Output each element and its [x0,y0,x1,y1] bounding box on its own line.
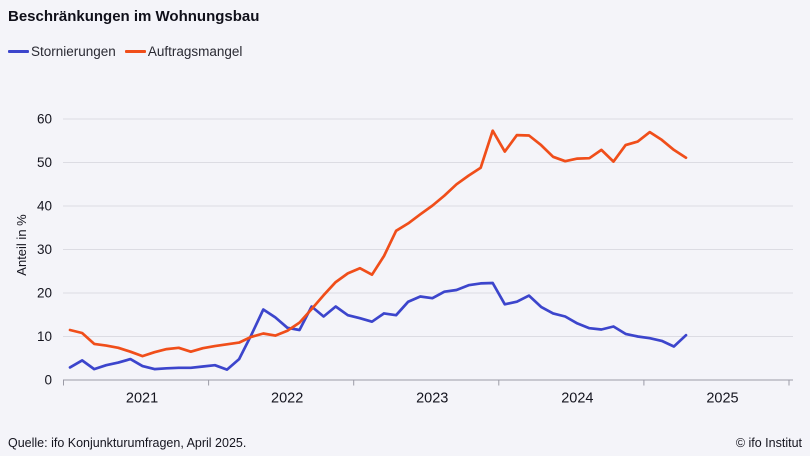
x-tick-label: 2025 [706,391,738,407]
x-tick-label: 2023 [416,391,448,407]
x-tick-label: 2022 [271,391,303,407]
copyright-note: © ifo Institut [735,436,802,450]
chart-title: Beschränkungen im Wohnungsbau [8,8,260,25]
y-tick-label: 40 [37,199,52,214]
legend-item-auftragsmangel: Auftragsmangel [124,44,243,59]
legend-swatch-auftragsmangel [124,50,146,53]
y-tick-label: 30 [37,242,52,257]
y-tick-label: 20 [37,286,52,301]
source-note: Quelle: ifo Konjunkturumfragen, April 20… [8,436,247,450]
legend-label-stornierungen: Stornierungen [31,44,116,59]
legend: Stornierungen Auftragsmangel [8,44,242,59]
footer: Quelle: ifo Konjunkturumfragen, April 20… [0,436,810,450]
series-line-stornierungen [68,281,688,371]
series-line-auftragsmangel [68,129,688,358]
legend-swatch-stornierungen [8,50,29,53]
y-axis-title: Anteil in % [14,214,29,276]
legend-label-auftragsmangel: Auftragsmangel [147,44,243,59]
y-tick-label: 50 [37,155,52,170]
y-tick-label: 0 [44,373,52,388]
x-tick-label: 2024 [561,391,593,407]
legend-item-stornierungen: Stornierungen [8,44,116,59]
x-tick-label: 2021 [126,391,158,407]
y-tick-label: 10 [37,329,52,344]
y-tick-label: 60 [37,112,52,127]
